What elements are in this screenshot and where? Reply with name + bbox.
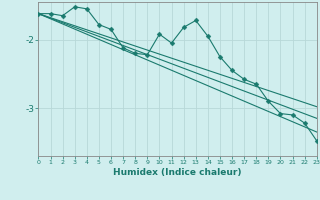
X-axis label: Humidex (Indice chaleur): Humidex (Indice chaleur) [113,168,242,177]
